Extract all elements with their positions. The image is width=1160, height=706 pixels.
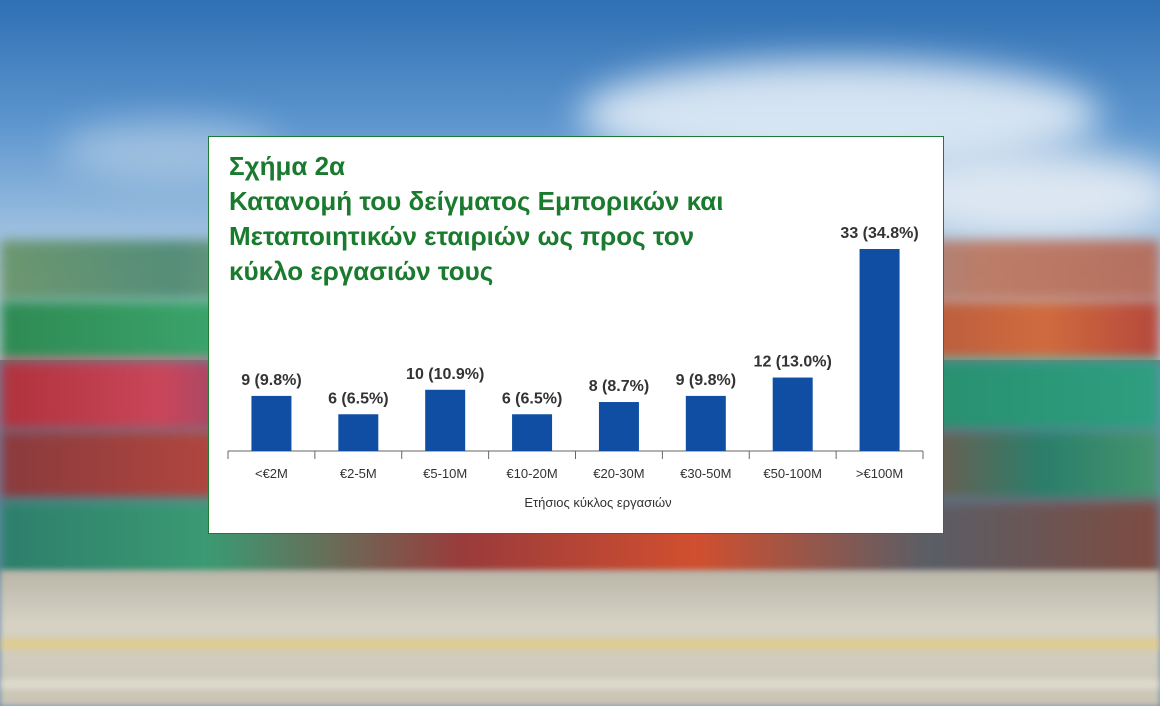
data-label-5: 8 (8.7%) <box>589 378 649 395</box>
x-tick-label-1: <€2M <box>255 466 288 481</box>
chart-title-line4: κύκλο εργασιών τους <box>229 256 494 286</box>
bar-8 <box>859 249 900 451</box>
bar-2 <box>338 414 379 451</box>
bar-6 <box>685 395 726 451</box>
chart-title: Σχήμα 2α Κατανομή του δείγματος Εμπορικώ… <box>229 149 789 289</box>
bar-chart: 9 (9.8%) 6 (6.5%) 10 (10.9%) 6 (6.5%) 8 (8.7… <box>227 225 924 510</box>
data-label-3: 10 (10.9%) <box>406 366 484 383</box>
x-tick-label-4: €10-20M <box>506 466 557 481</box>
chart-title-line2: Κατανομή του δείγματος Εμπορικών και <box>229 186 724 216</box>
bar-7 <box>772 377 813 451</box>
chart-title-line1: Σχήμα 2α <box>229 151 346 181</box>
data-label-8: 33 (34.8%) <box>840 225 918 242</box>
x-tick-label-7: €50-100M <box>763 466 822 481</box>
chart-title-line3: Μεταποιητικών εταιριών ως προς τον <box>229 221 695 251</box>
x-tick-label-2: €2-5M <box>340 466 377 481</box>
data-label-6: 9 (9.8%) <box>676 372 736 389</box>
data-label-1: 9 (9.8%) <box>241 372 301 389</box>
data-label-7: 12 (13.0%) <box>754 354 832 371</box>
data-label-2: 6 (6.5%) <box>328 390 388 407</box>
chart-card: Σχήμα 2α Κατανομή του δείγματος Εμπορικώ… <box>208 136 944 534</box>
bar-4 <box>512 414 553 451</box>
x-tick-label-3: €5-10M <box>423 466 467 481</box>
x-axis-title: Ετήσιος κύκλος εργασιών <box>524 495 671 510</box>
bar-5 <box>598 402 639 451</box>
bar-1 <box>251 395 292 451</box>
x-tick-label-6: €30-50M <box>680 466 731 481</box>
data-label-4: 6 (6.5%) <box>502 390 562 407</box>
bar-3 <box>425 389 466 451</box>
x-tick-label-8: >€100M <box>856 466 903 481</box>
x-tick-label-5: €20-30M <box>593 466 644 481</box>
